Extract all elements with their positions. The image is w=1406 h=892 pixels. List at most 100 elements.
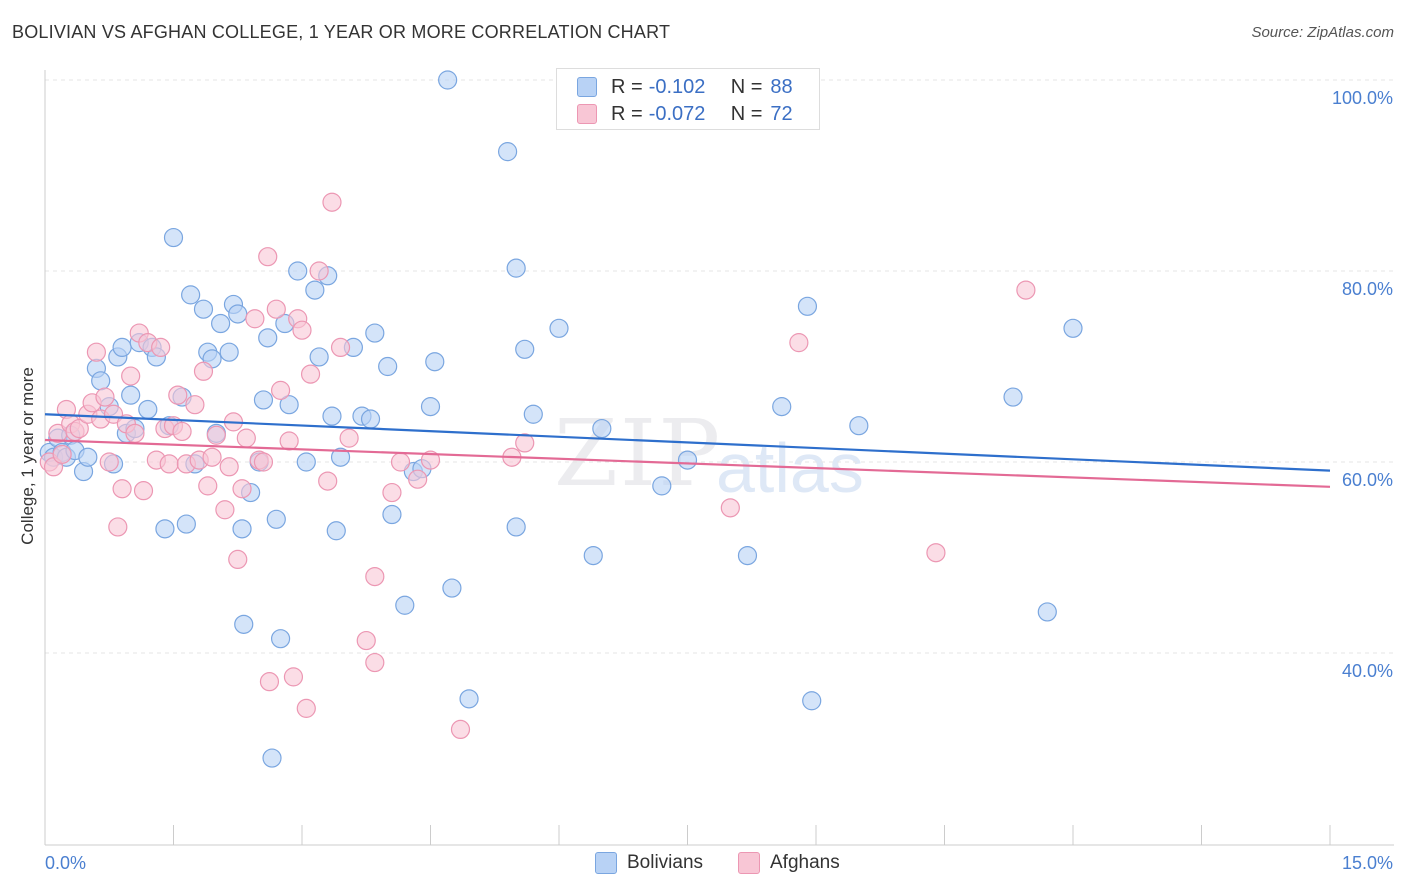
source-label: Source: ZipAtlas.com (1251, 24, 1394, 41)
point-bolivians (279, 395, 299, 415)
legend-r-value: -0.102 (648, 75, 706, 98)
point-bolivians (228, 304, 248, 324)
point-afghans (365, 652, 385, 673)
point-bolivians (677, 450, 698, 470)
point-afghans (125, 423, 145, 443)
legend-swatch-afghans (577, 104, 597, 124)
point-afghans (103, 404, 124, 424)
point-afghans (1016, 280, 1036, 300)
point-afghans (283, 667, 304, 687)
point-afghans (69, 418, 89, 439)
point-bolivians (155, 519, 175, 539)
point-afghans (259, 672, 280, 692)
point-bolivians (270, 629, 291, 649)
point-bolivians (234, 614, 254, 634)
point-bolivians (515, 339, 535, 359)
point-bolivians (583, 545, 603, 566)
legend-r-value: -0.072 (648, 102, 706, 125)
legend-n-label: N = (730, 102, 763, 125)
point-afghans (159, 454, 179, 474)
x-tick-label: 0.0% (45, 853, 86, 873)
point-bolivians (420, 397, 441, 417)
point-bolivians (193, 299, 214, 319)
point-bolivians (772, 397, 792, 417)
point-bolivians (163, 227, 184, 248)
point-afghans (258, 247, 278, 267)
point-afghans (390, 452, 411, 472)
point-bolivians (506, 517, 526, 537)
point-bolivians (326, 521, 346, 541)
point-afghans (365, 566, 385, 587)
point-afghans (185, 395, 205, 415)
point-afghans (279, 431, 299, 451)
legend-box: R = -0.102 N = 88 R = -0.072 N = 72 (556, 68, 820, 130)
point-afghans (296, 698, 316, 718)
point-bolivians (219, 342, 239, 362)
bottom-legend-swatch-bolivians (595, 852, 617, 874)
point-bolivians (425, 352, 445, 372)
y-tick-label: 60.0% (1342, 470, 1393, 490)
point-bolivians (523, 404, 543, 424)
trend-line-bolivians (44, 413, 1331, 472)
point-bolivians (395, 595, 415, 615)
point-bolivians (592, 418, 612, 439)
point-afghans (382, 482, 402, 503)
point-bolivians (378, 356, 398, 377)
point-afghans (339, 428, 359, 448)
point-bolivians (211, 313, 231, 334)
point-afghans (52, 444, 72, 464)
legend-row-afghans: R = -0.072 N = 72 (577, 101, 793, 127)
point-bolivians (176, 514, 196, 534)
point-bolivians (652, 476, 672, 496)
point-afghans (168, 385, 188, 405)
bottom-legend-bolivians: Bolivians (595, 852, 703, 874)
point-bolivians (797, 296, 818, 316)
point-bolivians (737, 545, 758, 566)
point-bolivians (360, 409, 381, 429)
point-afghans (450, 719, 471, 740)
point-afghans (112, 479, 132, 499)
point-afghans (133, 481, 154, 501)
point-bolivians (438, 70, 458, 90)
point-afghans (322, 192, 342, 212)
y-tick-label: 80.0% (1342, 279, 1393, 299)
point-afghans (420, 450, 441, 470)
point-bolivians (305, 280, 325, 300)
legend-n-value: 88 (770, 75, 793, 98)
point-bolivians (262, 748, 282, 768)
point-bolivians (442, 578, 462, 598)
point-afghans (408, 469, 428, 489)
point-afghans (309, 261, 329, 281)
point-afghans (193, 361, 214, 381)
bottom-legend: Bolivians Afghans (0, 852, 1406, 878)
point-bolivians (1037, 602, 1057, 622)
point-bolivians (258, 328, 278, 348)
point-afghans (292, 320, 312, 340)
point-afghans (720, 498, 740, 518)
point-bolivians (288, 261, 308, 281)
point-afghans (206, 425, 226, 445)
point-bolivians (459, 689, 479, 709)
legend-r-label: R = (611, 102, 643, 125)
point-bolivians (112, 337, 132, 357)
y-tick-label: 40.0% (1342, 661, 1393, 681)
point-bolivians (78, 447, 98, 467)
y-tick-label: 100.0% (1332, 88, 1393, 108)
point-afghans (300, 364, 321, 384)
point-bolivians (802, 691, 822, 711)
point-afghans (330, 337, 351, 357)
point-bolivians (181, 285, 201, 305)
point-bolivians (382, 504, 402, 525)
point-afghans (270, 380, 291, 400)
point-afghans (121, 366, 141, 386)
legend-row-bolivians: R = -0.102 N = 88 (577, 74, 793, 100)
point-bolivians (309, 347, 329, 367)
point-afghans (318, 471, 338, 491)
point-afghans (219, 457, 239, 477)
point-afghans (202, 447, 222, 467)
bottom-legend-swatch-afghans (738, 852, 760, 874)
bottom-legend-label-afghans: Afghans (770, 852, 840, 873)
point-afghans (99, 452, 119, 472)
point-bolivians (253, 390, 274, 410)
